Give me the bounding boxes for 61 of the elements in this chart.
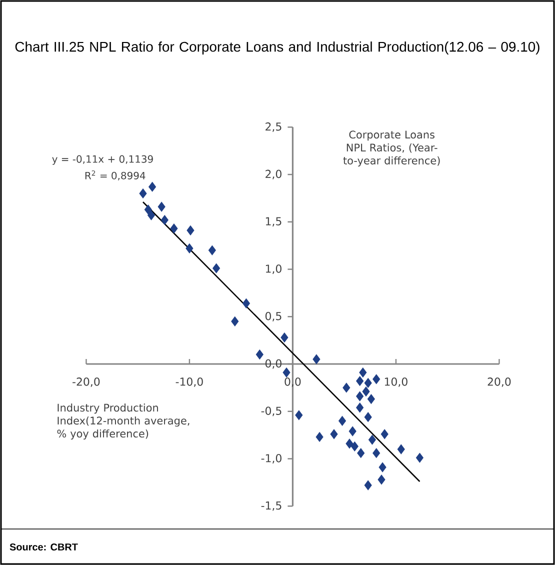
point	[312, 354, 320, 364]
point	[158, 202, 166, 212]
point	[364, 378, 372, 388]
point	[280, 332, 288, 342]
point	[416, 452, 424, 463]
y-tick-label: 1,0	[266, 264, 282, 274]
point	[364, 412, 372, 422]
point	[330, 429, 338, 440]
point	[139, 188, 147, 198]
point	[316, 432, 324, 442]
annotation: y = -0,11x + 0,1139	[52, 155, 153, 165]
point	[186, 226, 194, 236]
x-axis-title: Industry Production Index(12-month average, % yoy difference)	[57, 404, 190, 440]
y-tick-label: 2,0	[266, 170, 282, 180]
point	[350, 442, 358, 452]
y-tick-label: 1,5	[266, 217, 282, 227]
point	[148, 182, 156, 192]
y-tick-label: -1,5	[261, 502, 282, 511]
y-tick-label: 0,5	[265, 312, 282, 322]
y-tick-label: 2,5	[266, 122, 282, 132]
point	[378, 474, 386, 484]
point	[356, 376, 364, 386]
point	[342, 382, 350, 393]
chart-title: Chart III.25 NPL Ratio for Corporate Loans and Industrial Production(12.06 – 09.10)	[15, 41, 540, 54]
point	[359, 368, 367, 378]
point	[356, 391, 364, 402]
x-tick-label: 10,0	[384, 378, 408, 387]
point	[368, 434, 376, 445]
point	[208, 245, 216, 256]
x-tick-label: -10,0	[176, 378, 203, 387]
point	[212, 263, 220, 274]
point	[144, 204, 152, 214]
x-tick-label: -20,0	[72, 378, 100, 387]
source-note: Source: CBRT	[10, 543, 78, 551]
point	[338, 416, 346, 426]
annotation: R$^{2}$ = 0,8994	[85, 170, 146, 180]
point	[367, 394, 375, 404]
point	[372, 448, 380, 458]
point	[282, 368, 290, 378]
point	[380, 429, 388, 440]
y-tick-label: -0,5	[261, 406, 282, 416]
y-axis-title: Corporate Loans NPL Ratios, (Year-to-year difference)	[343, 130, 440, 166]
point	[170, 224, 178, 234]
point	[186, 244, 194, 254]
point	[356, 402, 364, 412]
y-tick-label: -1,0	[261, 454, 282, 464]
point	[364, 480, 372, 490]
point	[357, 448, 365, 458]
point	[256, 350, 264, 360]
point	[295, 410, 303, 420]
point	[231, 316, 239, 326]
point	[372, 374, 380, 384]
point	[242, 298, 250, 308]
point	[397, 444, 405, 454]
point	[362, 386, 370, 396]
point	[148, 210, 156, 220]
point	[378, 462, 386, 472]
point	[348, 426, 356, 436]
point	[160, 215, 168, 225]
point	[346, 438, 354, 448]
x-tick-label: 20,0	[488, 378, 511, 387]
